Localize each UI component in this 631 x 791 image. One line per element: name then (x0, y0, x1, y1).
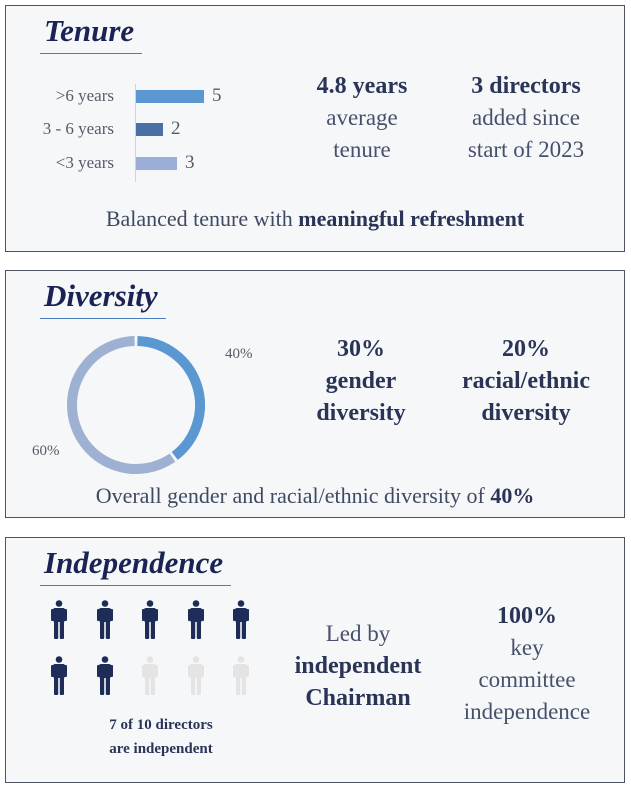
tenure-chart-axis (135, 84, 136, 182)
tenure-bar-label-under-3: <3 years (55, 153, 114, 172)
average-tenure-line2: tenure (333, 137, 391, 162)
gender-diversity-stat: 30% gender diversity (291, 333, 431, 429)
chairman-stat: Led by independent Chairman (278, 618, 438, 714)
tenure-bar-value-over-6: 5 (212, 85, 222, 106)
independent-director-icon (51, 600, 67, 639)
committee-independence-line2: key (510, 635, 544, 660)
tenure-title: Tenure (40, 12, 143, 54)
diversity-donut-chart (67, 336, 205, 474)
non-independent-director-icon (233, 656, 249, 695)
gender-diversity-line2: gender (325, 368, 397, 394)
gender-diversity-value: 30% (337, 336, 385, 362)
diversity-caption-bold: 40% (490, 483, 535, 508)
independence-caption-line1: 7 of 10 directors (109, 717, 213, 733)
tenure-bar-label-3-6: 3 - 6 years (42, 119, 114, 138)
gender-diversity-line3: diversity (316, 400, 406, 426)
independence-caption-line2: are independent (109, 741, 213, 757)
diversity-caption-text: Overall gender and racial/ethnic diversi… (95, 483, 491, 508)
independent-director-icon (142, 600, 158, 639)
average-tenure-value: 4.8 years (316, 73, 408, 99)
donut-label-60: 60% (32, 443, 60, 459)
independence-title: Independence (40, 544, 232, 586)
independence-caption: 7 of 10 directors are independent (61, 713, 261, 761)
committee-independence-stat: 100% key committee independence (444, 600, 610, 728)
chairman-line1: Led by (325, 621, 391, 646)
tenure-caption-bold: meaningful refreshment (298, 206, 525, 231)
tenure-bar-label-over-6: >6 years (55, 86, 114, 105)
chairman-line2: independent (294, 653, 422, 679)
tenure-bar-over-6 (136, 90, 204, 103)
chairman-line3: Chairman (305, 685, 411, 711)
racial-diversity-line2: racial/ethnic (462, 368, 590, 394)
independent-director-icon (96, 600, 113, 639)
tenure-panel: Tenure >6 years 3 - 6 years <3 years 5 2… (5, 5, 625, 252)
average-tenure-line1: average (326, 105, 398, 130)
diversity-caption: Overall gender and racial/ethnic diversi… (6, 483, 624, 509)
donut-slice-40 (137, 336, 205, 460)
independent-director-icon (51, 656, 67, 695)
racial-diversity-stat: 20% racial/ethnic diversity (436, 333, 616, 429)
directors-added-value: 3 directors (471, 73, 581, 99)
directors-added-line1: added since (472, 105, 580, 130)
non-independent-director-icon (187, 656, 204, 695)
racial-diversity-line3: diversity (481, 400, 571, 426)
tenure-caption-text: Balanced tenure with (105, 206, 299, 231)
tenure-bar-value-3-6: 2 (171, 118, 181, 139)
directors-added-stat: 3 directors added since start of 2023 (441, 70, 611, 166)
racial-diversity-value: 20% (502, 336, 550, 362)
directors-added-line2: start of 2023 (467, 137, 585, 162)
average-tenure-stat: 4.8 years average tenure (289, 70, 435, 166)
donut-slice-60 (67, 336, 176, 474)
independent-director-icon (233, 600, 249, 639)
tenure-bar-value-under-3: 3 (185, 152, 195, 173)
donut-label-40: 40% (225, 346, 253, 362)
tenure-bar-under-3 (136, 157, 177, 170)
non-independent-director-icon (142, 656, 158, 695)
tenure-bar-3-6 (136, 123, 163, 136)
diversity-panel: Diversity 40% 60% 30% gender diversity 2… (5, 270, 625, 518)
committee-independence-line3: committee (478, 667, 576, 692)
independent-director-icon (187, 600, 204, 639)
committee-independence-line4: independence (463, 699, 591, 724)
committee-independence-value: 100% (497, 603, 557, 629)
tenure-caption: Balanced tenure with meaningful refreshm… (6, 206, 624, 232)
diversity-title: Diversity (40, 277, 166, 319)
independence-panel: Independence 7 of 10 directors are indep… (5, 537, 625, 783)
independent-director-icon (96, 656, 113, 695)
